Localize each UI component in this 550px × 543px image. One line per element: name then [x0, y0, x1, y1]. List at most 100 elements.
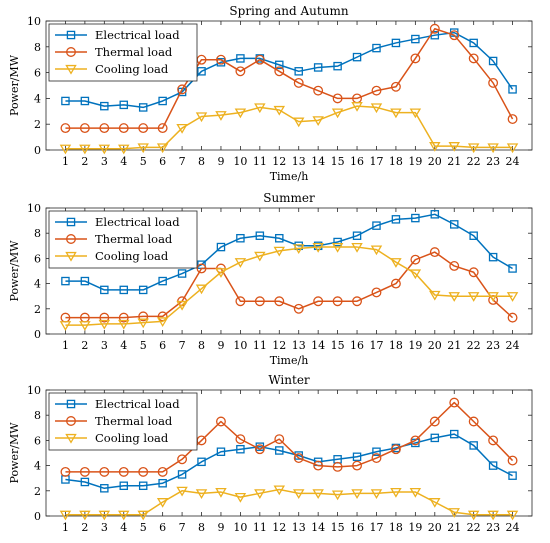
data-point — [59, 321, 72, 331]
y-tick-label: 0 — [34, 510, 41, 523]
data-point — [60, 466, 71, 477]
data-point — [371, 287, 382, 298]
data-point — [372, 43, 381, 53]
data-point — [352, 452, 362, 462]
data-point — [196, 263, 207, 274]
legend-swatch-marker — [65, 251, 77, 262]
data-point — [332, 461, 343, 472]
data-point — [313, 85, 324, 96]
x-tick-label: 14 — [311, 339, 325, 352]
y-tick-label: 0 — [34, 328, 41, 341]
data-point — [390, 81, 401, 92]
data-point — [118, 144, 130, 155]
data-point — [430, 210, 440, 219]
data-point — [488, 435, 499, 446]
data-point — [176, 486, 188, 497]
x-tick-label: 5 — [140, 339, 147, 352]
data-point — [372, 447, 381, 456]
data-point — [429, 142, 441, 152]
data-point — [156, 317, 169, 328]
data-point — [118, 510, 130, 521]
data-point — [138, 481, 148, 491]
x-tick-label: 6 — [159, 521, 166, 534]
legend: Electrical load Thermal load Cooling load — [48, 210, 198, 269]
data-point — [197, 67, 206, 76]
data-point — [177, 470, 187, 479]
legend-swatch-marker — [65, 64, 77, 75]
axes-frame — [45, 389, 533, 517]
data-point — [467, 292, 480, 302]
y-tick-label: 8 — [34, 409, 41, 422]
data-point — [293, 303, 304, 314]
x-tick-label: 15 — [331, 521, 345, 534]
data-point — [235, 434, 246, 445]
x-tick-label: 9 — [217, 155, 224, 168]
x-tick-label: 22 — [467, 521, 481, 534]
data-point — [215, 111, 227, 121]
x-tick-label: 8 — [198, 521, 205, 534]
data-point — [390, 444, 401, 455]
data-point — [449, 429, 459, 439]
data-point — [506, 292, 519, 302]
data-point — [157, 466, 168, 477]
data-point — [430, 433, 440, 443]
data-point — [332, 296, 343, 307]
data-point — [80, 96, 90, 106]
data-point — [312, 116, 324, 126]
data-point — [409, 269, 422, 280]
data-point — [488, 56, 498, 66]
data-point — [138, 103, 148, 112]
data-point — [273, 246, 286, 257]
x-tick-label: 7 — [179, 339, 186, 352]
data-point — [61, 276, 70, 286]
data-point — [429, 498, 441, 508]
data-point — [351, 242, 363, 253]
x-tick-label: 2 — [81, 339, 88, 352]
data-point — [372, 221, 381, 230]
x-tick-label: 11 — [253, 155, 267, 168]
data-point — [507, 312, 518, 323]
data-point — [410, 254, 421, 265]
data-point — [390, 258, 402, 268]
x-tick-label: 10 — [233, 155, 247, 168]
y-tick-label: 4 — [34, 460, 41, 473]
data-point — [487, 292, 499, 302]
y-axis-label: Power/MW — [8, 422, 21, 484]
data-point — [216, 416, 226, 427]
data-point — [293, 77, 304, 88]
data-point — [138, 285, 148, 295]
data-point — [294, 67, 303, 76]
data-point — [313, 63, 323, 72]
data-point — [215, 268, 227, 278]
data-point — [137, 510, 149, 521]
data-point — [292, 244, 305, 254]
data-point — [158, 96, 167, 106]
data-point — [158, 478, 167, 488]
x-tick-label: 9 — [217, 521, 224, 534]
axes-frame — [45, 207, 533, 335]
legend-label: Thermal load — [95, 414, 173, 428]
data-point — [60, 123, 71, 134]
data-point — [449, 397, 460, 408]
data-point — [370, 489, 383, 499]
x-tick-label: 3 — [101, 339, 108, 352]
legend-label: Electrical load — [95, 215, 180, 229]
data-point — [138, 123, 149, 134]
y-tick-label: 8 — [34, 227, 41, 240]
data-point — [100, 484, 109, 493]
data-point — [254, 251, 266, 262]
x-tick-label: 4 — [120, 155, 127, 168]
x-tick-label: 5 — [140, 155, 147, 168]
y-tick-label: 6 — [34, 252, 41, 265]
x-tick-label: 3 — [101, 521, 108, 534]
data-point — [411, 213, 420, 223]
x-tick-label: 13 — [292, 521, 306, 534]
data-point — [234, 492, 247, 503]
data-point — [177, 84, 188, 95]
series-line — [65, 488, 513, 516]
x-tick-label: 4 — [120, 521, 127, 534]
x-tick-label: 20 — [428, 155, 442, 168]
data-point — [99, 123, 110, 134]
data-point — [99, 312, 110, 323]
y-tick-label: 6 — [34, 67, 41, 80]
